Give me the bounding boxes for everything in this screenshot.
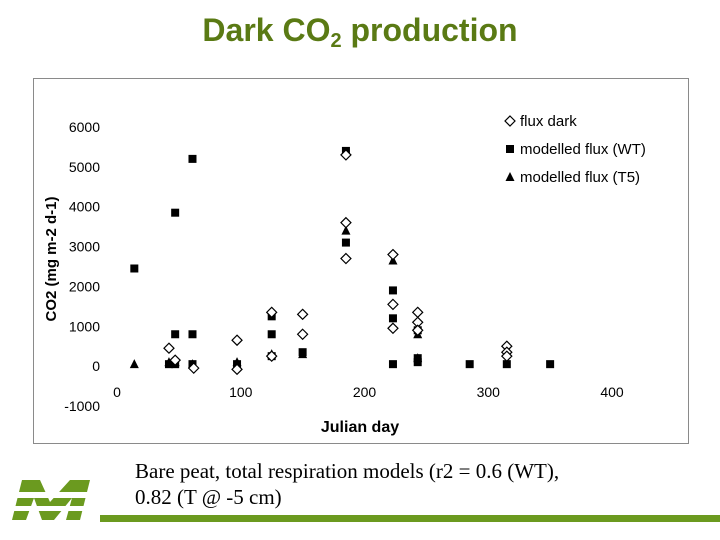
data-point [546,360,555,369]
y-tick-label: 5000 [69,159,100,175]
data-point [500,350,513,363]
y-tick-label: 1000 [69,318,100,334]
y-tick-label: -1000 [64,398,100,414]
data-point [130,264,139,273]
y-tick-labels: -1000 0 1000 2000 3000 4000 5000 6000 [64,119,100,414]
data-point [413,353,423,363]
data-point [341,238,350,247]
data-point [296,308,309,321]
title-text-rest: production [341,12,518,48]
data-point [265,306,278,319]
bottom-accent-bar [100,515,720,522]
legend-marker [504,115,516,127]
y-tick-label: 2000 [69,278,100,294]
legend-marker [505,172,515,181]
data-point [188,154,197,163]
data-point [387,322,399,335]
legend-label: modelled flux (WT) [520,141,646,158]
y-tick-label: 4000 [69,199,100,215]
data-point [502,360,511,369]
data-point [340,149,352,161]
x-tick-label: 300 [477,384,501,400]
data-point [129,359,139,369]
x-axis-label: Julian day [321,419,399,436]
data-point [387,248,399,261]
slide-title: Dark CO2 production [0,12,720,53]
caption-line-1: Bare peat, total respiration models (r2 … [135,459,560,483]
data-point [169,354,182,367]
data-point [171,330,180,339]
data-point [340,252,352,265]
data-point [296,328,309,341]
data-points [129,146,555,376]
data-point [387,298,399,311]
y-tick-label: 6000 [69,119,100,135]
legend-label: modelled flux (T5) [520,169,640,186]
legend-marker [506,145,514,153]
chart-frame: CO2 (mg m-2 d-1) Julian day -1000 0 1000 20… [33,78,689,444]
data-point [232,357,242,367]
y-axis-label: CO2 (mg m-2 d-1) [43,196,60,321]
y-tick-label: 0 [92,358,100,374]
x-tick-labels: 0 100 200 300 400 [113,384,624,400]
data-point [267,330,276,339]
x-tick-label: 200 [353,384,377,400]
title-subscript: 2 [330,30,342,52]
data-point [231,363,243,376]
legend: flux dark modelled flux (WT) modelled flux… [504,113,646,186]
x-tick-label: 100 [229,384,253,400]
data-point [341,225,351,235]
data-point [465,360,474,369]
caption: Bare peat, total respiration models (r2 … [135,458,695,510]
data-point [411,306,424,319]
y-tick-label: 3000 [69,239,100,255]
data-point [411,324,424,337]
legend-label: flux dark [520,113,577,130]
data-point [388,360,397,369]
data-point [164,357,174,367]
logo-icon [12,480,92,520]
data-point [231,334,243,347]
data-point [188,330,197,339]
title-text: Dark CO [202,12,331,48]
data-point [187,362,200,374]
x-tick-label: 0 [113,384,121,400]
data-point [163,342,175,355]
caption-line-2: 0.82 (T @ -5 cm) [135,485,282,509]
data-point [298,349,308,359]
data-point [388,314,397,323]
data-point [340,216,352,229]
data-point [171,208,180,217]
data-point [265,350,278,363]
scatter-chart: CO2 (mg m-2 d-1) Julian day -10000100020… [43,113,646,436]
x-tick-label: 400 [600,384,624,400]
data-point [388,286,397,295]
